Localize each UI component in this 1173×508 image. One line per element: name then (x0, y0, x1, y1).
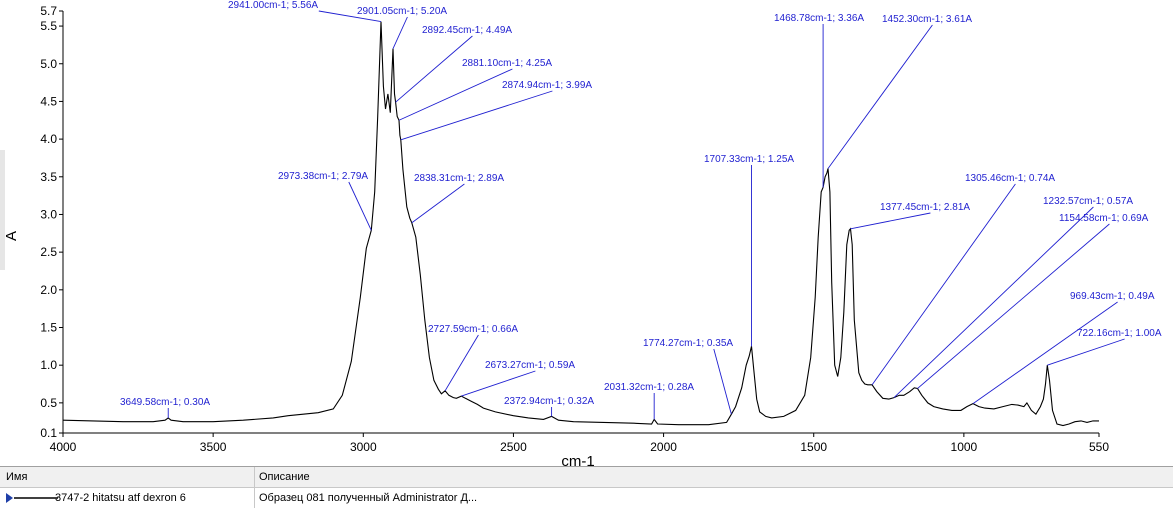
y-tick-label: 0.5 (40, 396, 57, 410)
x-axis-label: cm-1 (561, 453, 594, 466)
annotation-leader (1047, 338, 1125, 366)
spectrum-chart: 4000 3500 3000 2500 2000 1500 1000 550 0.1 0.5 1.… (0, 0, 1162, 470)
legend-header-description[interactable]: Описание (259, 471, 310, 483)
annotation-leader (444, 334, 479, 392)
legend-header-name[interactable]: Имя (6, 471, 28, 483)
annotation-leader (871, 183, 1016, 386)
y-tick-label: 2.5 (40, 245, 57, 259)
annotation-label: 2727.59cm-1; 0.66A (428, 324, 518, 335)
y-tick-label: 3.0 (40, 207, 57, 221)
y-tick-label: 5.5 (40, 19, 57, 33)
annotation-leader (392, 16, 408, 49)
series-swatch-icon (6, 493, 58, 503)
annotation-label: 722.16cm-1; 1.00A (1077, 328, 1162, 339)
x-tick-label: 2500 (500, 440, 527, 454)
annotation-label: 1305.46cm-1; 0.74A (965, 173, 1055, 184)
annotation-label: 2881.10cm-1; 4.25A (462, 58, 552, 69)
annotation-leader (400, 90, 553, 141)
y-tick-label: 5.7 (40, 4, 57, 18)
annotation-leader (850, 212, 931, 230)
annotation-leader (893, 206, 1094, 398)
annotation-leader (461, 370, 536, 397)
legend-row-description: Образец 081 полученный Administrator Д..… (259, 492, 478, 504)
annotation-label: 2973.38cm-1; 2.79A (278, 171, 368, 182)
annotation-leader (713, 348, 732, 415)
x-tick-label: 550 (1089, 440, 1109, 454)
annotation-label: 2874.94cm-1; 3.99A (502, 80, 592, 91)
annotation-label: 2372.94cm-1; 0.32A (504, 396, 594, 407)
y-tick-label: 4.5 (40, 94, 57, 108)
x-tick-label: 1000 (951, 440, 978, 454)
annotation-label: 1232.57cm-1; 0.57A (1043, 196, 1133, 207)
left-edge-strip (0, 150, 5, 270)
y-tick-label: 1.0 (40, 358, 57, 372)
y-tick-label: 4.0 (40, 132, 57, 146)
annotation-leader (395, 35, 473, 103)
annotation-labels: 2941.00cm-1; 5.56A 2901.05cm-1; 5.20A 2892… (120, 0, 1162, 408)
annotation-leader (318, 10, 382, 22)
annotation-leader (411, 183, 465, 224)
annotation-leader (827, 24, 933, 169)
annotation-leaders (167, 10, 1125, 420)
annotation-label: 1774.27cm-1; 0.35A (643, 338, 733, 349)
annotation-label: 1377.45cm-1; 2.81A (880, 202, 970, 213)
y-ticks: 0.1 0.5 1.0 1.5 2.0 2.5 3.0 3.5 4.0 4.5 5.0 5.55.7 (40, 4, 63, 440)
legend-header: Имя Описание (0, 467, 1173, 488)
annotation-label: 3649.58cm-1; 0.30A (120, 397, 210, 408)
annotation-leader (917, 223, 1110, 389)
y-tick-label: 2.0 (40, 283, 57, 297)
legend-column-separator[interactable] (254, 467, 255, 508)
annotation-label: 2838.31cm-1; 2.89A (414, 173, 504, 184)
chart-svg: 4000 3500 3000 2500 2000 1500 1000 550 0.1 0.5 1.… (3, 0, 1162, 470)
y-tick-label: 5.0 (40, 57, 57, 71)
annotation-label: 1707.33cm-1; 1.25A (704, 154, 794, 165)
spectrum-line (62, 21, 1099, 427)
y-tick-label: 1.5 (40, 321, 57, 335)
legend-row-name: 3747-2 hitatsu atf dexron 6 (55, 492, 186, 504)
annotation-label: 1468.78cm-1; 3.36A (774, 13, 864, 24)
annotation-label: 969.43cm-1; 0.49A (1070, 291, 1155, 302)
y-axis-label: A (3, 231, 20, 241)
x-tick-label: 4000 (50, 440, 77, 454)
annotation-label: 2673.27cm-1; 0.59A (485, 360, 575, 371)
y-tick-label: 0.1 (40, 426, 57, 440)
annotation-label: 2892.45cm-1; 4.49A (422, 25, 512, 36)
annotation-label: 1452.30cm-1; 3.61A (882, 14, 972, 25)
annotation-leader (972, 301, 1118, 404)
x-ticks: 4000 3500 3000 2500 2000 1500 1000 550 (50, 433, 1109, 454)
x-tick-label: 1500 (800, 440, 827, 454)
y-tick-label: 3.5 (40, 170, 57, 184)
annotation-label: 1154.58cm-1; 0.69A (1059, 213, 1149, 224)
legend-row[interactable]: 3747-2 hitatsu atf dexron 6 Образец 081 … (0, 488, 1173, 508)
annotation-leader (348, 181, 372, 231)
x-tick-label: 3000 (350, 440, 377, 454)
axes (62, 11, 1099, 434)
annotation-leader (398, 68, 513, 121)
legend-table: Имя Описание 3747-2 hitatsu atf dexron 6… (0, 466, 1173, 508)
annotation-label: 2941.00cm-1; 5.56A (228, 0, 318, 11)
x-tick-label: 3500 (200, 440, 227, 454)
x-tick-label: 2000 (650, 440, 677, 454)
annotation-label: 2031.32cm-1; 0.28A (604, 382, 694, 393)
annotation-label: 2901.05cm-1; 5.20A (357, 6, 447, 17)
